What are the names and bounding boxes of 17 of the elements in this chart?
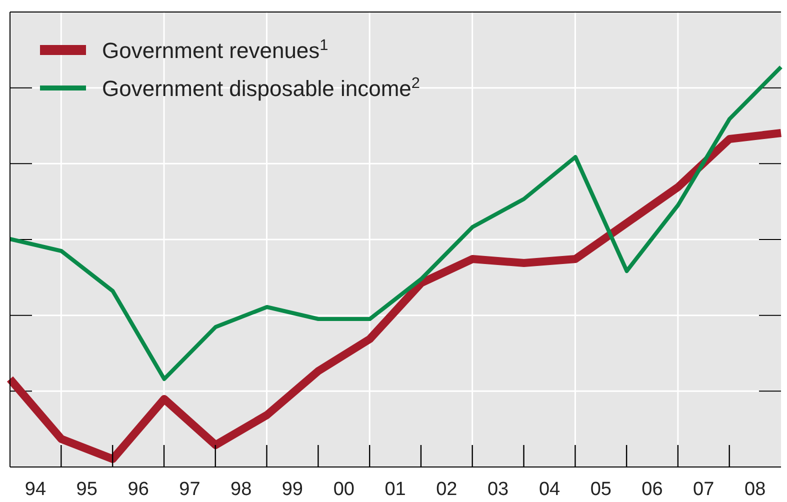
- x-tick-label: 96: [128, 479, 149, 500]
- x-tick-label: 06: [642, 479, 663, 500]
- x-tick-label: 95: [76, 479, 98, 500]
- x-tick-label: 01: [384, 479, 406, 500]
- x-tick-label: 05: [590, 479, 612, 500]
- legend-label: Government disposable income$^{2}$: [102, 74, 420, 101]
- x-tick-label: 02: [436, 479, 458, 500]
- x-tick-label: 08: [744, 479, 766, 500]
- x-tick-label: 04: [538, 479, 561, 500]
- x-tick-label: 07: [693, 479, 714, 500]
- x-tick-label: 99: [282, 479, 303, 500]
- x-tick-label: 03: [487, 479, 509, 500]
- x-tick-label: 94: [24, 479, 46, 500]
- x-tick-label: 98: [230, 479, 252, 500]
- x-tick-label: 97: [179, 479, 200, 500]
- x-tick-label: 00: [333, 479, 354, 500]
- legend-label: Government revenues$^{1}$: [102, 36, 328, 63]
